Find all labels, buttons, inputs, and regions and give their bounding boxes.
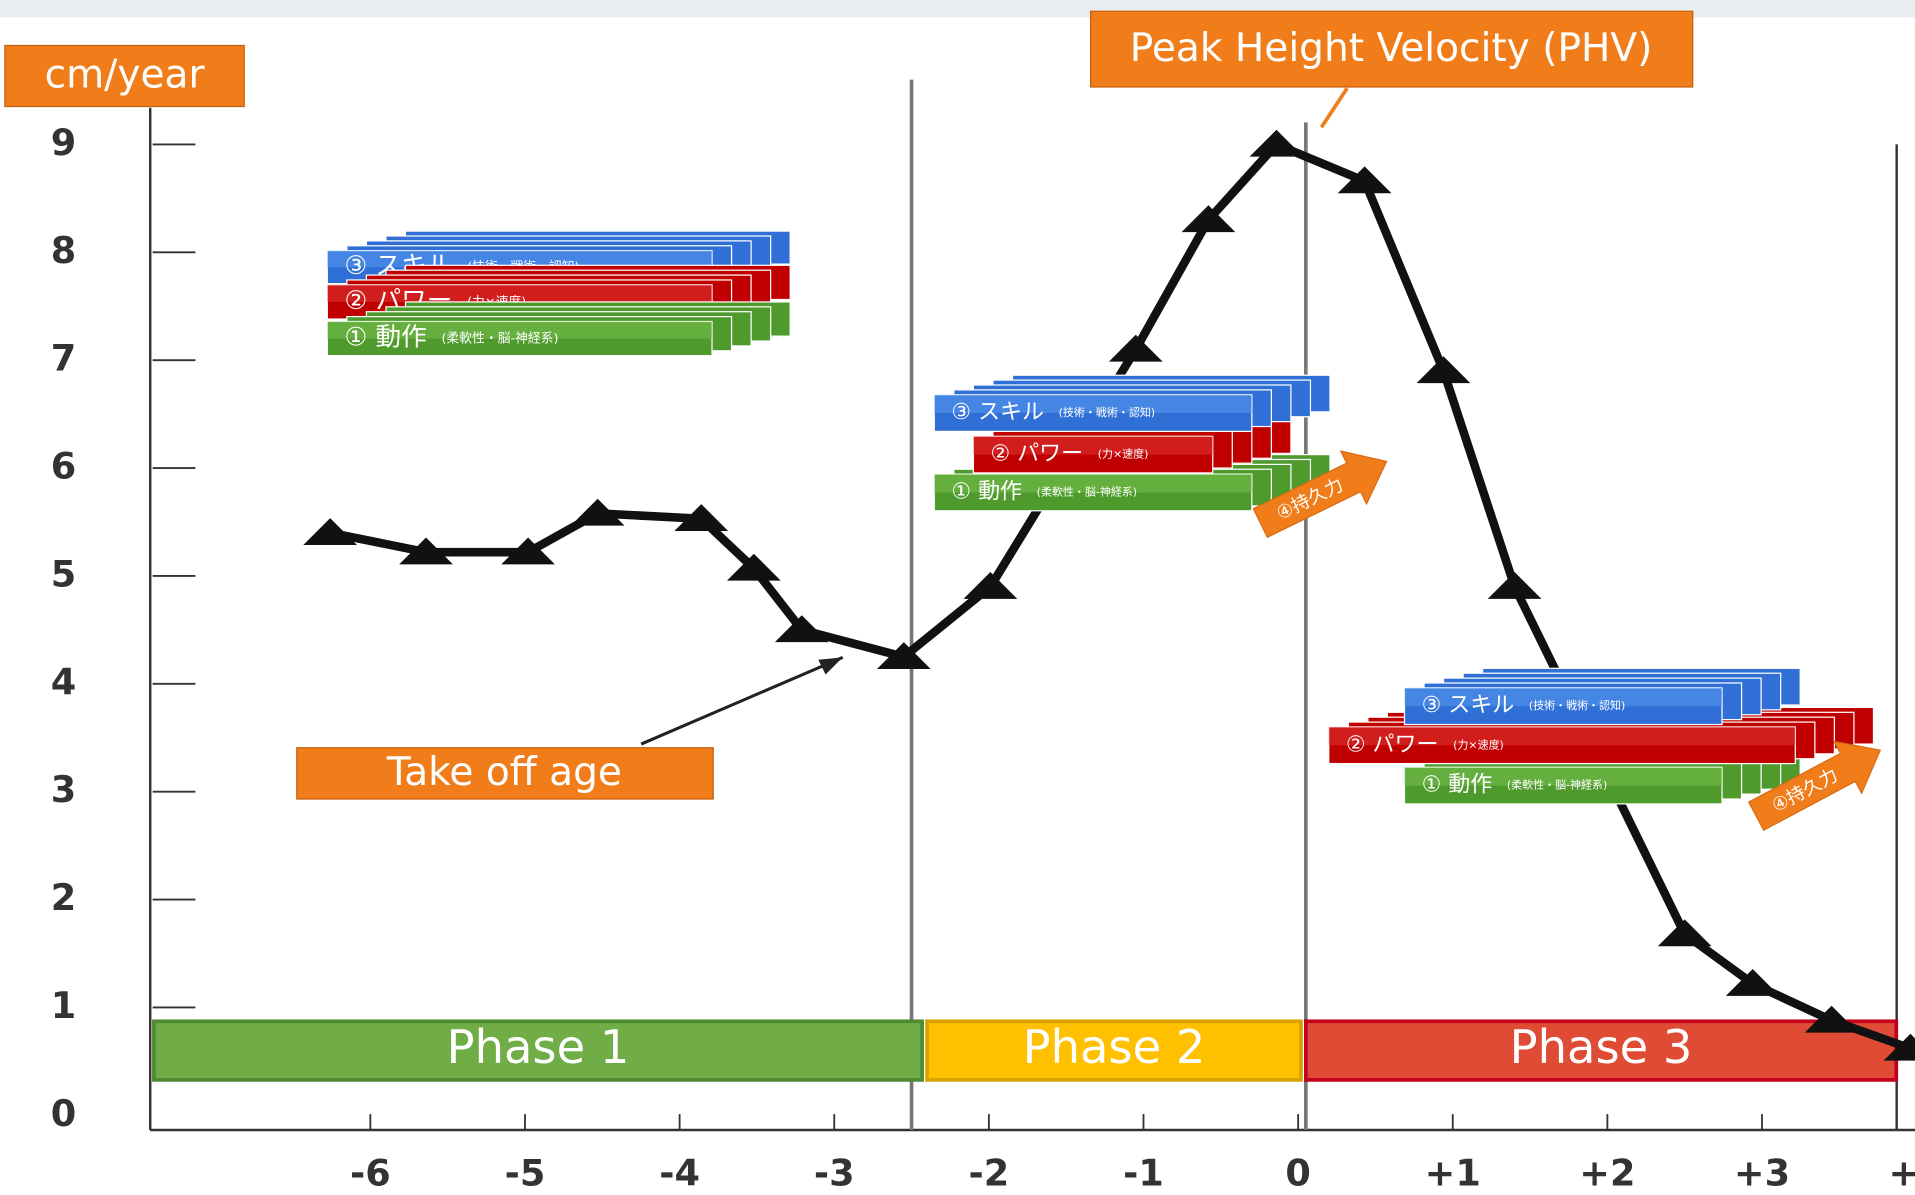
marker xyxy=(964,572,1018,599)
x-tick-label: +2 xyxy=(1579,1152,1635,1195)
y-label: cm/year xyxy=(45,53,206,98)
phase-label: Phase 2 xyxy=(1023,1020,1206,1074)
stack-label-main: ① 動作 xyxy=(344,323,426,353)
takeoff-label: Take off age xyxy=(386,750,622,795)
stack-label-note: (柔軟性・脳-神経系) xyxy=(441,330,558,346)
x-tick-label: -2 xyxy=(969,1152,1010,1195)
phv-label: Peak Height Velocity (PHV) xyxy=(1130,26,1653,71)
marker xyxy=(727,554,781,581)
stack-label-note: (力×速度) xyxy=(1453,737,1504,751)
y-tick-label: 9 xyxy=(51,121,76,164)
phase-label: Phase 1 xyxy=(447,1020,630,1074)
stack-label-note: (力×速度) xyxy=(1098,447,1149,461)
y-tick-label: 7 xyxy=(51,337,76,380)
y-tick-label: 6 xyxy=(51,445,76,488)
y-tick-label: 1 xyxy=(51,984,76,1027)
marker xyxy=(1658,919,1712,946)
x-tick-label: -5 xyxy=(505,1152,546,1195)
x-tick-label: -6 xyxy=(350,1152,391,1195)
phv-arrow xyxy=(1321,88,1347,127)
x-tick-label: -3 xyxy=(814,1152,855,1195)
chart: 0 1 2 3 4 5 6 7 8 9 -6 -5 -4 -3 -2 -1 0 +1 +2 +3 +4 cm/year Ph… xyxy=(0,0,1915,1195)
takeoff-head xyxy=(818,657,842,674)
x-tick-label: -1 xyxy=(1123,1152,1164,1195)
takeoff-arrow xyxy=(641,657,843,744)
marker xyxy=(1182,205,1236,232)
x-tick-label: 0 xyxy=(1285,1152,1310,1195)
stack-label-note: (柔軟性・脳-神経系) xyxy=(1507,778,1607,792)
x-tick-label: -4 xyxy=(659,1152,700,1195)
y-tick-label: 4 xyxy=(51,660,76,703)
marker xyxy=(1417,356,1471,383)
marker xyxy=(1488,572,1542,599)
phase-label: Phase 3 xyxy=(1510,1020,1693,1074)
y-tick-label: 2 xyxy=(51,876,76,919)
stack-label-note: (柔軟性・脳-神経系) xyxy=(1037,484,1137,498)
stack-label-main: ③ スキル xyxy=(1422,693,1515,718)
stack-label-note: (技術・戦術・認知) xyxy=(1059,405,1155,419)
stack-label-main: ② パワー xyxy=(1346,732,1439,757)
y-tick-label: 5 xyxy=(51,552,76,595)
marker xyxy=(303,518,357,545)
y-tick-label: 8 xyxy=(51,229,76,272)
x-tick-label: +3 xyxy=(1734,1152,1790,1195)
y-tick-label: 3 xyxy=(51,768,76,811)
marker xyxy=(1109,335,1163,362)
y-tick-label: 0 xyxy=(51,1092,76,1135)
x-tick-label: +1 xyxy=(1425,1152,1481,1195)
marker xyxy=(1250,130,1304,157)
stack-label-main: ③ スキル xyxy=(951,400,1044,425)
stack-label-note: (技術・戦術・認知) xyxy=(1529,698,1625,712)
stack-label-main: ① 動作 xyxy=(951,479,1022,504)
x-tick-label: +4 xyxy=(1889,1152,1915,1195)
stack-label-main: ① 動作 xyxy=(1422,773,1493,798)
marker xyxy=(775,615,829,642)
stack-label-main: ② パワー xyxy=(990,442,1083,467)
